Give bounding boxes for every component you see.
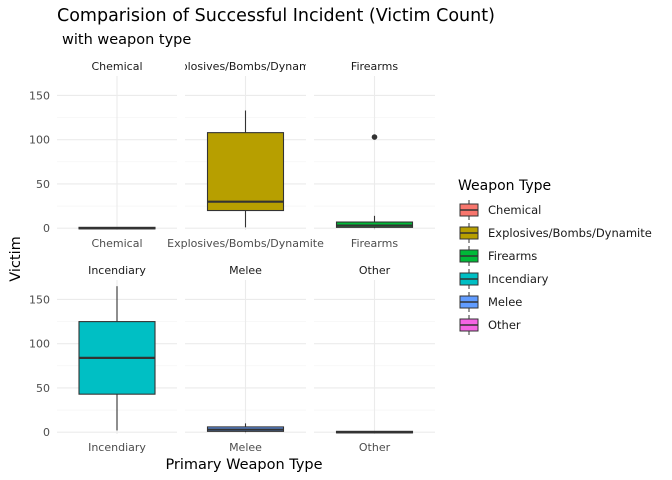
- y-tick-label: 100: [29, 134, 50, 147]
- facet-panel: Chemical 0 50 100 150 Chemical: [29, 60, 177, 250]
- legend-title: Weapon Type: [458, 178, 551, 194]
- boxplot: [206, 110, 285, 228]
- strip-label: Firearms: [351, 60, 398, 73]
- x-tick-label: Chemical: [91, 237, 142, 250]
- facet-panel: Melee Melee: [185, 264, 306, 454]
- legend-label: Other: [488, 318, 521, 332]
- boxplot: [78, 226, 156, 230]
- legend: Weapon Type Chemical Explosives/Bombs/Dyn…: [458, 178, 652, 335]
- facet-panel: Other Other: [314, 264, 435, 454]
- x-tick-label: Melee: [229, 441, 262, 454]
- legend-item: Incendiary: [459, 269, 549, 289]
- y-tick-label: 0: [43, 222, 50, 235]
- legend-label: Melee: [488, 295, 522, 309]
- legend-label: Chemical: [488, 203, 541, 217]
- y-tick-label: 50: [36, 178, 50, 191]
- strip-label: Explosives/Bombs/Dynamite: [167, 60, 324, 73]
- strip-label: Other: [359, 264, 391, 277]
- boxplot: [335, 134, 414, 229]
- x-tick-label: Explosives/Bombs/Dynamite: [167, 237, 324, 250]
- boxplot: [206, 423, 285, 433]
- facet-panel: Explosives/Bombs/Dynamite Explosives/Bomb…: [167, 60, 324, 250]
- legend-label: Firearms: [488, 249, 537, 263]
- outlier-point: [371, 134, 378, 140]
- chart-subtitle: with weapon type: [62, 32, 191, 48]
- x-tick-label: Other: [359, 441, 391, 454]
- legend-item: Explosives/Bombs/Dynamite: [459, 223, 652, 243]
- strip-label: Chemical: [91, 60, 142, 73]
- y-tick-label: 150: [29, 293, 50, 306]
- strip-label: Melee: [229, 264, 262, 277]
- y-tick-label: 50: [36, 382, 50, 395]
- legend-item: Chemical: [459, 200, 541, 220]
- legend-item: Firearms: [459, 246, 537, 266]
- x-tick-label: Firearms: [351, 237, 398, 250]
- y-axis-label: Victim: [8, 236, 24, 281]
- boxplot: [78, 286, 156, 431]
- legend-item: Other: [459, 315, 521, 335]
- facet-panel: Firearms Firearms: [314, 60, 435, 250]
- x-axis-label: Primary Weapon Type: [165, 457, 322, 473]
- strip-label: Incendiary: [88, 264, 146, 277]
- legend-label: Incendiary: [488, 272, 549, 286]
- boxplot: [335, 430, 414, 434]
- facet-panel: Incendiary 0 50 100 150 Incendiary: [29, 264, 177, 454]
- y-tick-label: 100: [29, 338, 50, 351]
- y-tick-label: 150: [29, 89, 50, 102]
- legend-label: Explosives/Bombs/Dynamite: [488, 226, 652, 240]
- legend-item: Melee: [459, 292, 522, 312]
- x-tick-label: Incendiary: [88, 441, 146, 454]
- y-tick-label: 0: [43, 426, 50, 439]
- facet-panels: Chemical 0 50 100 150 Chemical Explosives/Bomb…: [29, 60, 435, 454]
- box: [206, 132, 285, 212]
- chart-title: Comparision of Successful Incident (Vict…: [57, 6, 495, 26]
